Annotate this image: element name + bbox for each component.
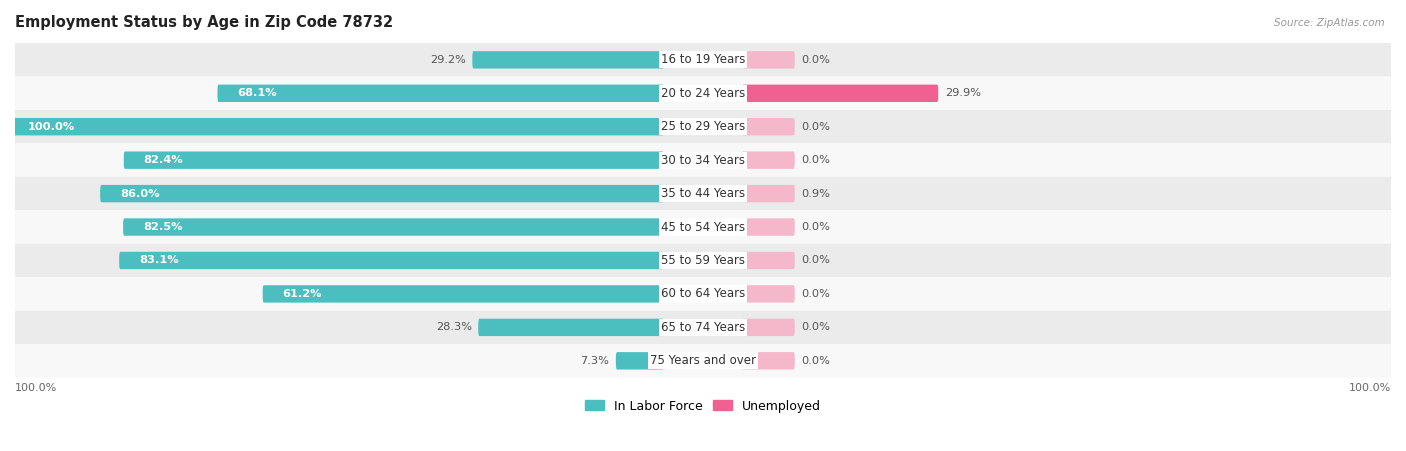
FancyBboxPatch shape [616, 352, 664, 369]
FancyBboxPatch shape [15, 277, 1391, 311]
Text: 16 to 19 Years: 16 to 19 Years [661, 53, 745, 66]
Text: 0.0%: 0.0% [801, 122, 830, 132]
Text: Source: ZipAtlas.com: Source: ZipAtlas.com [1274, 18, 1385, 28]
Text: 100.0%: 100.0% [15, 382, 58, 392]
Text: 82.4%: 82.4% [143, 155, 183, 165]
FancyBboxPatch shape [218, 85, 664, 102]
Text: 28.3%: 28.3% [436, 322, 471, 332]
Text: 35 to 44 Years: 35 to 44 Years [661, 187, 745, 200]
Text: 100.0%: 100.0% [1348, 382, 1391, 392]
Text: 68.1%: 68.1% [238, 88, 277, 98]
Text: 65 to 74 Years: 65 to 74 Years [661, 321, 745, 334]
FancyBboxPatch shape [15, 143, 1391, 177]
FancyBboxPatch shape [742, 352, 794, 369]
FancyBboxPatch shape [742, 185, 794, 202]
Text: 45 to 54 Years: 45 to 54 Years [661, 221, 745, 234]
FancyBboxPatch shape [742, 85, 938, 102]
FancyBboxPatch shape [15, 344, 1391, 377]
Text: 0.0%: 0.0% [801, 155, 830, 165]
Text: 61.2%: 61.2% [283, 289, 322, 299]
Text: 83.1%: 83.1% [139, 255, 179, 266]
Text: 7.3%: 7.3% [581, 356, 609, 366]
Text: 100.0%: 100.0% [28, 122, 76, 132]
FancyBboxPatch shape [742, 319, 794, 336]
FancyBboxPatch shape [8, 118, 664, 135]
Text: 86.0%: 86.0% [120, 189, 159, 198]
FancyBboxPatch shape [124, 218, 664, 236]
Text: 25 to 29 Years: 25 to 29 Years [661, 120, 745, 133]
FancyBboxPatch shape [742, 218, 794, 236]
Text: Employment Status by Age in Zip Code 78732: Employment Status by Age in Zip Code 787… [15, 15, 394, 30]
FancyBboxPatch shape [742, 285, 794, 303]
Text: 0.9%: 0.9% [801, 189, 830, 198]
Text: 75 Years and over: 75 Years and over [650, 354, 756, 367]
FancyBboxPatch shape [742, 152, 794, 169]
Text: 0.0%: 0.0% [801, 322, 830, 332]
Text: 82.5%: 82.5% [143, 222, 183, 232]
Text: 0.0%: 0.0% [801, 55, 830, 65]
FancyBboxPatch shape [15, 110, 1391, 143]
FancyBboxPatch shape [15, 244, 1391, 277]
Text: 29.2%: 29.2% [430, 55, 465, 65]
FancyBboxPatch shape [742, 51, 794, 69]
FancyBboxPatch shape [15, 43, 1391, 77]
FancyBboxPatch shape [15, 177, 1391, 210]
Text: 30 to 34 Years: 30 to 34 Years [661, 154, 745, 167]
FancyBboxPatch shape [263, 285, 664, 303]
Text: 55 to 59 Years: 55 to 59 Years [661, 254, 745, 267]
FancyBboxPatch shape [742, 252, 794, 269]
Text: 0.0%: 0.0% [801, 222, 830, 232]
FancyBboxPatch shape [15, 210, 1391, 244]
FancyBboxPatch shape [742, 118, 794, 135]
Text: 0.0%: 0.0% [801, 356, 830, 366]
FancyBboxPatch shape [124, 152, 664, 169]
Text: 60 to 64 Years: 60 to 64 Years [661, 287, 745, 300]
FancyBboxPatch shape [120, 252, 664, 269]
Text: 29.9%: 29.9% [945, 88, 981, 98]
FancyBboxPatch shape [15, 77, 1391, 110]
Text: 20 to 24 Years: 20 to 24 Years [661, 87, 745, 100]
Text: 0.0%: 0.0% [801, 289, 830, 299]
FancyBboxPatch shape [478, 319, 664, 336]
FancyBboxPatch shape [472, 51, 664, 69]
FancyBboxPatch shape [100, 185, 664, 202]
Text: 0.0%: 0.0% [801, 255, 830, 266]
FancyBboxPatch shape [15, 311, 1391, 344]
Legend: In Labor Force, Unemployed: In Labor Force, Unemployed [581, 395, 825, 418]
